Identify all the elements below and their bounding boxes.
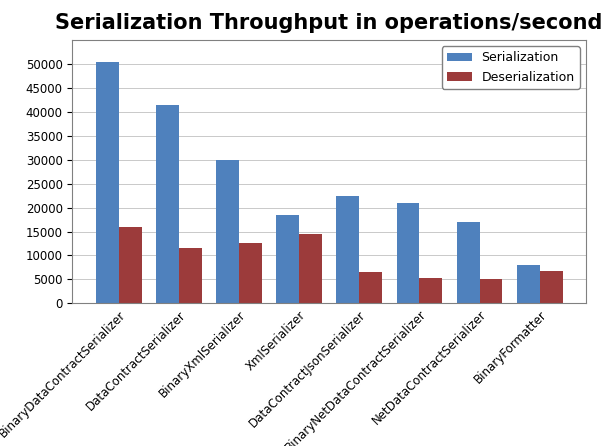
Bar (540, 271, 562, 303)
Bar (397, 203, 419, 303)
Bar (299, 234, 322, 303)
Legend: Serialization, Deserialization: Serialization, Deserialization (442, 46, 580, 89)
Bar (239, 244, 262, 303)
Bar (359, 272, 382, 303)
Bar (118, 227, 141, 303)
Bar (156, 105, 179, 303)
Bar (480, 279, 503, 303)
Bar (276, 215, 299, 303)
Bar (96, 62, 118, 303)
Bar (179, 248, 202, 303)
Bar (336, 196, 359, 303)
Bar (216, 160, 239, 303)
Bar (517, 265, 540, 303)
Bar (457, 222, 480, 303)
Title: Serialization Throughput in operations/second: Serialization Throughput in operations/s… (56, 13, 603, 33)
Bar (419, 278, 442, 303)
